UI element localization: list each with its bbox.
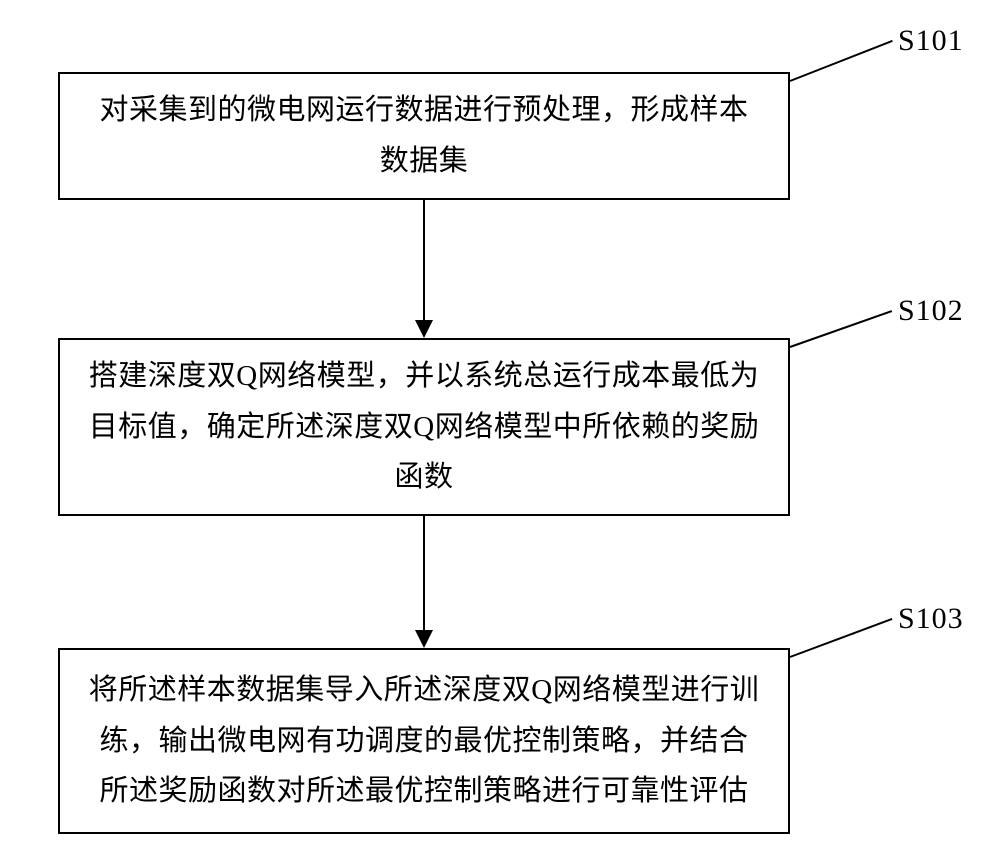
- step-box-s101: 对采集到的微电网运行数据进行预处理，形成样本数据集: [58, 72, 790, 200]
- arrow-shaft-s102-s103: [423, 516, 425, 630]
- arrow-head-s101-s102: [415, 320, 433, 338]
- step-label-s103: S103: [898, 602, 964, 636]
- step-text-s102: 搭建深度双Q网络模型，并以系统总运行成本最低为目标值，确定所述深度双Q网络模型中…: [88, 351, 760, 503]
- step-label-s102: S102: [898, 294, 964, 328]
- step-label-s101: S101: [898, 24, 964, 58]
- step-box-s103: 将所述样本数据集导入所述深度双Q网络模型进行训练，输出微电网有功调度的最优控制策…: [58, 648, 790, 834]
- step-text-s101: 对采集到的微电网运行数据进行预处理，形成样本数据集: [88, 85, 760, 187]
- flowchart-canvas: 对采集到的微电网运行数据进行预处理，形成样本数据集 S101 搭建深度双Q网络模…: [0, 0, 1000, 859]
- leader-line-s102: [790, 310, 893, 348]
- step-text-s103: 将所述样本数据集导入所述深度双Q网络模型进行训练，输出微电网有功调度的最优控制策…: [88, 665, 760, 817]
- leader-line-s103: [790, 618, 893, 658]
- arrow-shaft-s101-s102: [423, 200, 425, 320]
- arrow-head-s102-s103: [415, 630, 433, 648]
- step-box-s102: 搭建深度双Q网络模型，并以系统总运行成本最低为目标值，确定所述深度双Q网络模型中…: [58, 338, 790, 516]
- leader-line-s101: [790, 40, 893, 82]
